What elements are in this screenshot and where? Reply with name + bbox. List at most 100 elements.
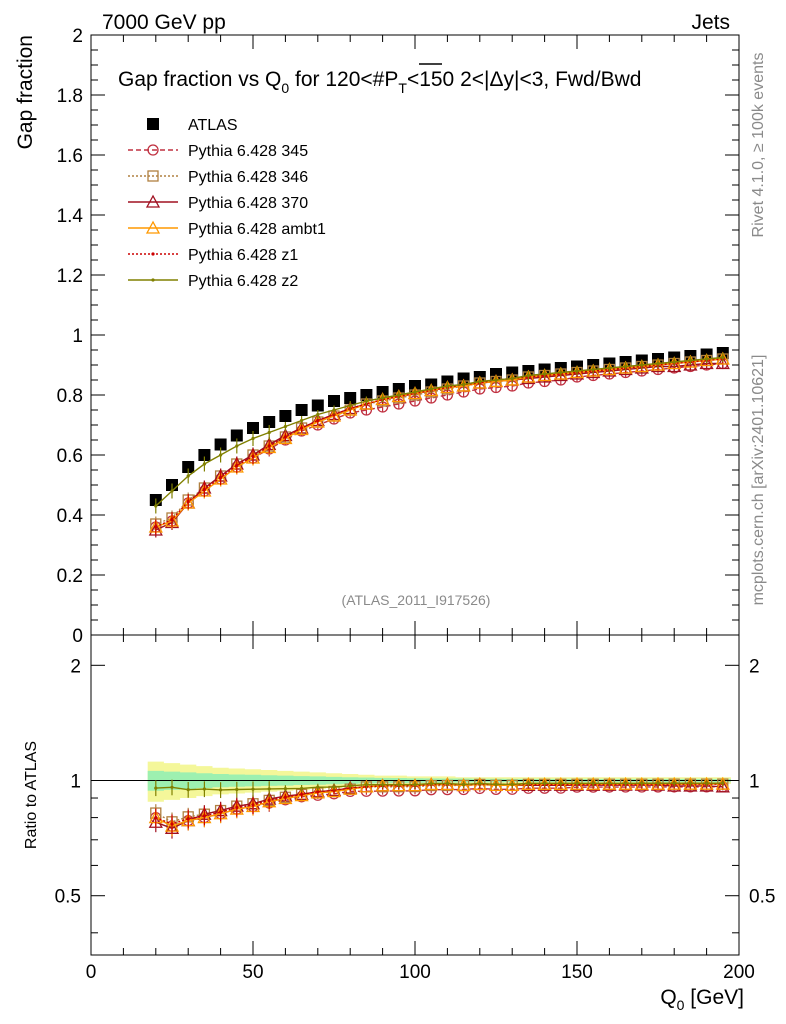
data-point: [445, 384, 449, 388]
data-point: [263, 416, 276, 428]
y-tick-label: 2: [72, 26, 83, 47]
ratio-point: [148, 814, 163, 828]
data-point: [510, 376, 514, 381]
ratio-point: [170, 822, 174, 826]
data-point: [148, 522, 163, 536]
data-point: [683, 357, 698, 371]
legend-label: Pythia 6.428 z2: [188, 273, 298, 290]
ratio-point: [300, 786, 304, 791]
y-tick-label: 0.2: [57, 566, 83, 587]
ratio-line-pythia-6-428-346: [155, 783, 723, 823]
legend-item-pythia-6-428-ambt1: Pythia 6.428 ambt1: [128, 220, 326, 238]
data-point: [699, 356, 714, 370]
data-point: [624, 364, 628, 369]
data-point: [295, 404, 308, 416]
data-point: [456, 378, 471, 392]
data-point: [392, 383, 405, 395]
data-point: [182, 461, 195, 473]
data-point: [526, 373, 531, 378]
data-point: [283, 424, 287, 429]
data-point: [618, 362, 633, 376]
data-point: [429, 387, 433, 391]
data-point: [618, 360, 633, 374]
ratio-point: [332, 785, 336, 789]
series-pythia-6-428-z2: [154, 353, 725, 514]
side-label-rivet: Rivet 4.1.0, ≥ 100k events: [750, 53, 767, 238]
ratio-point: [219, 810, 223, 814]
ratio-y-tick-label-right: 1: [749, 772, 760, 793]
x-tick-label: 0: [86, 962, 97, 983]
ratio-point: [348, 784, 352, 788]
data-point: [230, 429, 243, 442]
x-tick-label: 200: [723, 962, 755, 983]
data-point: [505, 372, 520, 386]
data-point: [559, 370, 563, 375]
ratio-point: [575, 781, 579, 785]
data-point: [537, 368, 552, 382]
y-tick-label: 1.6: [57, 146, 83, 167]
data-point: [311, 399, 324, 412]
ratio-line-pythia-6-428-z2: [155, 782, 723, 791]
data-point: [397, 393, 401, 397]
legend-item-pythia-6-428-z1: Pythia 6.428 z1: [128, 247, 298, 264]
ratio-point: [251, 787, 255, 791]
ratio-y-tick-label: 0.5: [55, 887, 81, 908]
ratio-point: [251, 803, 255, 807]
ratio-point: [526, 781, 531, 785]
ratio-point: [494, 782, 498, 786]
ratio-point: [591, 781, 595, 785]
data-point: [300, 426, 304, 430]
legend-label: Pythia 6.428 346: [188, 169, 308, 186]
ratio-point: [462, 782, 466, 787]
legend-marker: [151, 278, 155, 282]
ratio-point: [294, 788, 309, 802]
data-point: [154, 504, 158, 508]
y-tick-label: 1.8: [57, 86, 83, 107]
ratio-point: [683, 778, 698, 792]
ratio-point: [510, 782, 514, 786]
data-point: [591, 367, 595, 372]
data-point: [721, 355, 725, 360]
data-point: [462, 382, 466, 387]
ratio-point: [283, 787, 287, 791]
legend-item-pythia-6-428-z2: Pythia 6.428 z2: [128, 273, 298, 290]
ratio-series-pythia-6-428-z2: [154, 779, 725, 799]
ratio-point: [202, 787, 206, 791]
main-panel: (ATLAS_2011_I917526) 0 0.2 0.4 0.6 0.8 1 1.2 1.…: [14, 26, 740, 647]
data-point: [634, 360, 649, 374]
data-point: [569, 366, 585, 380]
ratio-line-pythia-6-428-z1: [155, 783, 723, 825]
ratio-point: [300, 792, 304, 796]
ratio-point: [316, 785, 320, 789]
legend-item-pythia-6-428-370: Pythia 6.428 370: [128, 194, 308, 212]
data-point: [198, 449, 211, 461]
legend: ATLAS Pythia 6.428 345 Pythia 6.428 346 Pyt…: [128, 117, 326, 290]
header-energy: 7000 GeV pp: [102, 11, 226, 34]
main-y-ticks: 0 0.2 0.4 0.6 0.8 1 1.2 1.4 1.6 1.8 2: [57, 26, 739, 647]
ratio-point: [543, 781, 547, 785]
series-line-pythia-6-428-ambt1: [155, 358, 723, 528]
data-point: [278, 431, 293, 445]
ratio-point: [705, 781, 709, 785]
y-tick-label: 0.6: [57, 446, 83, 467]
data-point: [715, 356, 730, 370]
legend-item-pythia-6-428-345: Pythia 6.428 345: [128, 143, 308, 160]
y-tick-label: 1.2: [57, 266, 83, 287]
data-point: [478, 379, 482, 384]
x-tick-label: 150: [561, 962, 593, 983]
ratio-point: [721, 781, 725, 785]
data-point: [656, 361, 660, 366]
x-ticks: 0 50 100 150 200: [86, 35, 755, 983]
data-point: [214, 438, 227, 451]
ratio-point: [202, 814, 206, 818]
data-point: [344, 392, 357, 404]
ratio-point: [656, 781, 660, 785]
ratio-point: [283, 795, 287, 799]
data-point: [294, 422, 309, 436]
data-point: [376, 386, 389, 398]
data-point: [543, 372, 547, 376]
data-point: [170, 489, 174, 493]
data-point: [553, 366, 568, 380]
data-point: [607, 366, 612, 370]
